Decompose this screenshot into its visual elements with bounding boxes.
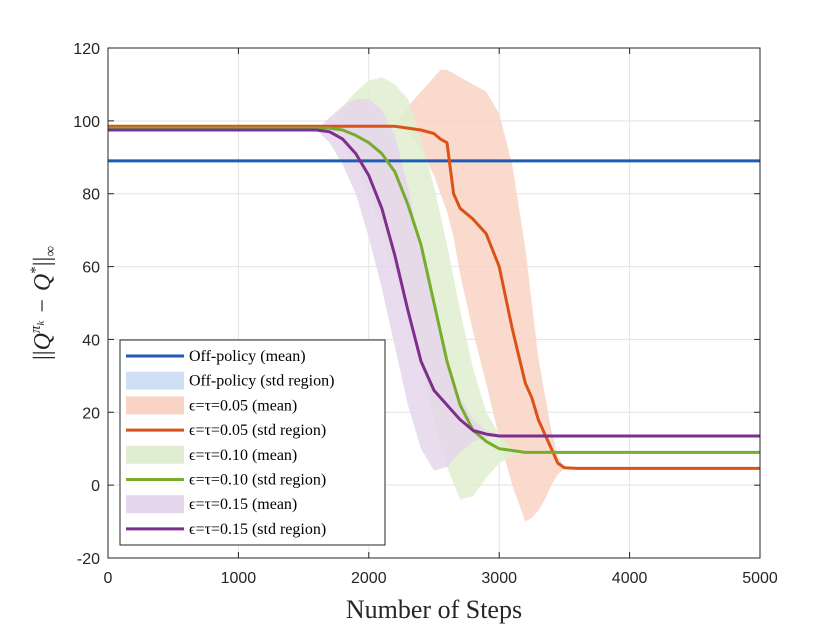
x-tick-label: 3000 xyxy=(481,570,517,587)
y-tick-label: 40 xyxy=(82,332,100,349)
legend-swatch-band xyxy=(126,445,184,464)
mean-lines xyxy=(108,124,760,470)
x-axis-label: Number of Steps xyxy=(346,595,522,624)
legend-label: ϵ=τ=0.05 (std region) xyxy=(189,422,326,439)
legend-swatch-band xyxy=(126,396,184,415)
x-tick-label: 0 xyxy=(104,570,113,587)
std-band-0-10 xyxy=(108,77,760,500)
x-tick-label: 1000 xyxy=(221,570,257,587)
y-axis-label: ||Qπk−Q*||∞ xyxy=(28,246,59,360)
legend-label: Off-policy (mean) xyxy=(189,348,306,365)
legend-box xyxy=(119,339,386,546)
y-tick-label: 20 xyxy=(82,405,100,422)
y-tick-label: 0 xyxy=(91,478,100,495)
x-tick-label: 4000 xyxy=(612,570,648,587)
y-tick-label: 100 xyxy=(73,114,100,131)
legend-label: ϵ=τ=0.10 (mean) xyxy=(189,447,297,464)
legend-swatch-band xyxy=(126,371,184,390)
legend-label: ϵ=τ=0.15 (std region) xyxy=(189,521,326,538)
legend-swatch-band xyxy=(126,495,184,514)
plot-frame xyxy=(107,47,761,559)
x-tick-label: 2000 xyxy=(351,570,387,587)
x-tick-label: 5000 xyxy=(742,570,778,587)
legend-label: ϵ=τ=0.10 (std region) xyxy=(189,472,326,489)
mean-line-0-05 xyxy=(108,124,760,470)
legend-label: Off-policy (std region) xyxy=(189,373,334,390)
y-tick-label: 80 xyxy=(82,187,100,204)
legend: Off-policy (mean) Off-policy (std region)… xyxy=(119,339,386,546)
y-tick-label: -20 xyxy=(77,551,100,568)
y-tick-label: 60 xyxy=(82,260,100,277)
y-tick-label: 120 xyxy=(73,41,100,58)
legend-label: ϵ=τ=0.05 (mean) xyxy=(189,397,297,414)
std-band-0-15 xyxy=(108,99,760,471)
legend-label: ϵ=τ=0.15 (mean) xyxy=(189,496,297,513)
mean-line-0-15 xyxy=(108,128,760,438)
mean-line-0-10 xyxy=(108,126,760,454)
